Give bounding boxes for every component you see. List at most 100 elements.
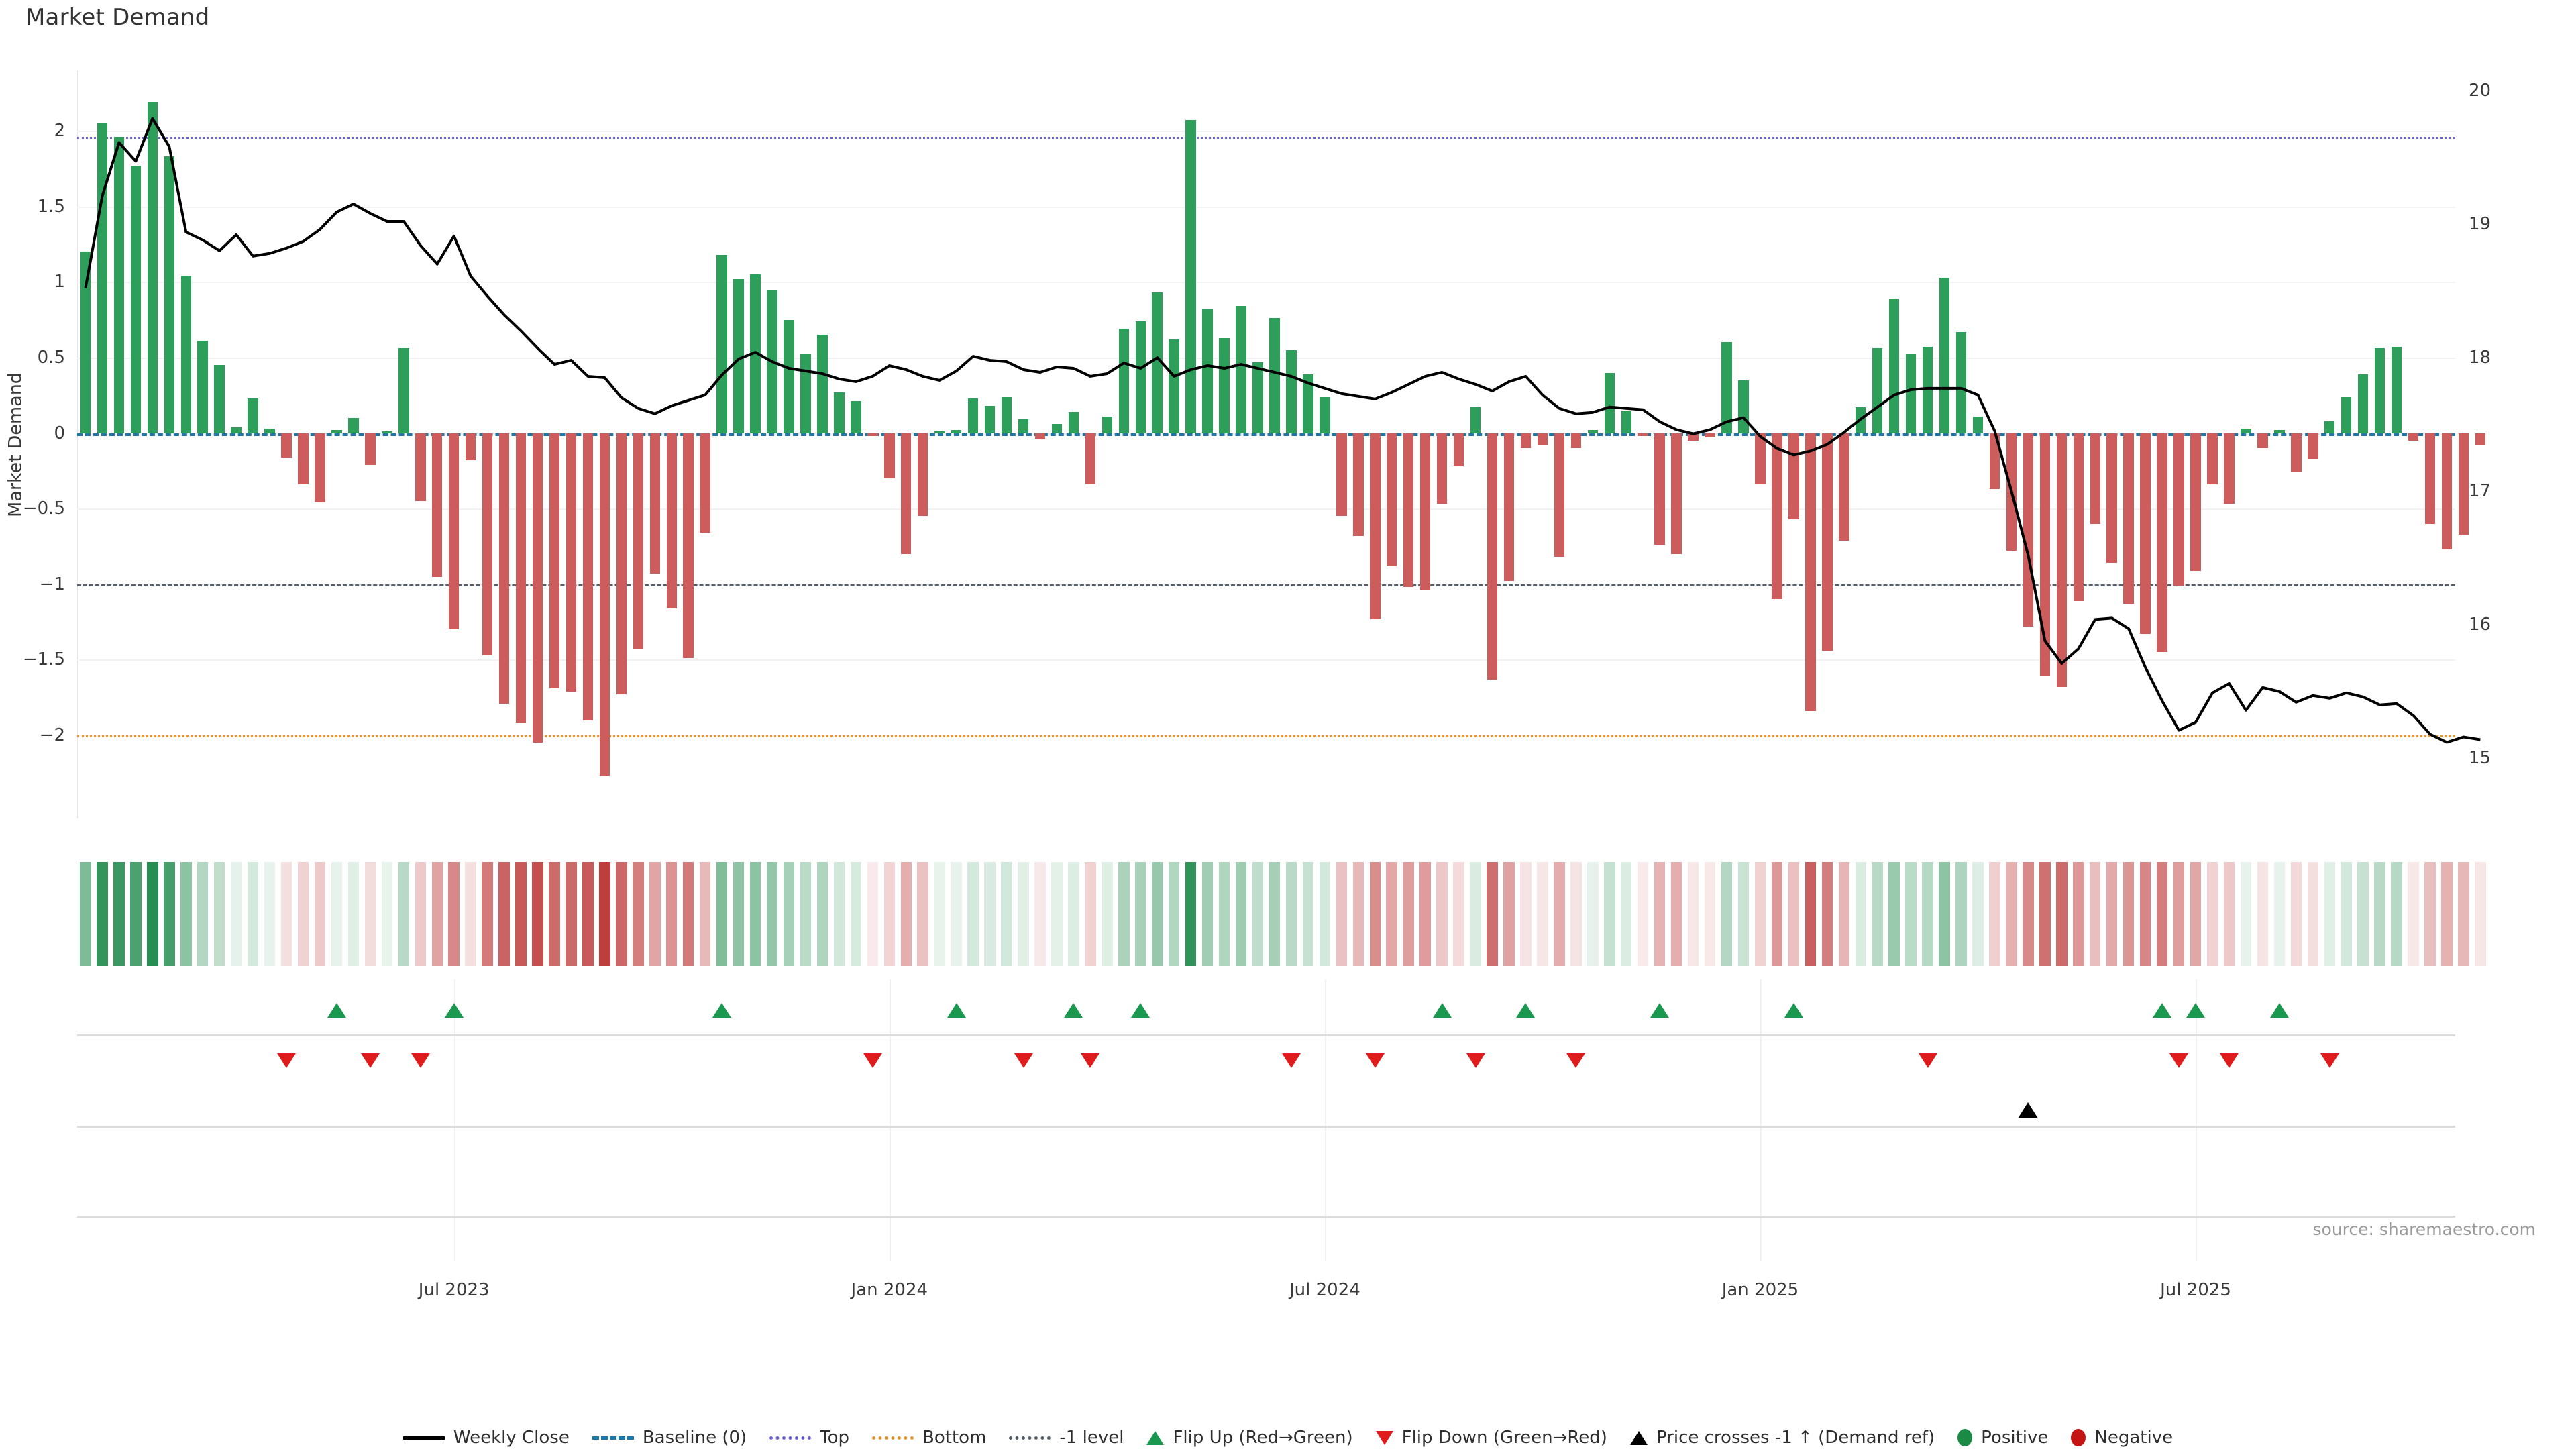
marker-panel-gridline [889,979,891,1261]
heatmap-cell [1805,862,1817,966]
demand-bar [2458,433,2469,535]
flip-up-marker [712,1003,732,1018]
heatmap-cell [699,862,711,966]
demand-bar [2174,433,2184,586]
heatmap-cell [398,862,410,966]
demand-bar [2357,374,2369,433]
demand-bar [130,165,142,433]
flip-down-marker [2169,1053,2189,1068]
demand-bar [1755,433,1766,485]
x-tick-label: Jul 2023 [418,1280,490,1300]
legend-item[interactable]: Flip Up (Red→Green) [1146,1428,1353,1448]
flip-down-marker [863,1053,882,1068]
demand-bar [1353,433,1364,536]
demand-bar [1587,430,1599,433]
legend-item[interactable]: Price crosses -1 ↑ (Demand ref) [1629,1428,1935,1448]
demand-bar [2441,433,2453,550]
demand-bar [1972,416,1984,433]
heatmap-cell [147,862,158,966]
demand-bar [1252,362,1263,433]
demand-bar [1419,433,1431,590]
legend-item[interactable]: -1 level [1009,1428,1124,1448]
demand-bar [1051,424,1063,433]
left-axis-spine [77,70,78,818]
left-tick-label: 2 [54,121,65,142]
demand-bar [1202,309,1213,433]
demand-bar [1955,331,1967,433]
heatmap-cell [2173,862,2185,966]
heatmap-cell [2240,862,2252,966]
dot-m1-icon [1009,1436,1051,1440]
price-cross-marker [2018,1102,2039,1118]
heatmap-cell [164,862,175,966]
right-tick-label: 17 [2469,481,2491,502]
heatmap-cell [2307,862,2319,966]
demand-bar [2190,433,2201,571]
heatmap-cell [1051,862,1063,966]
demand-bar [951,430,962,433]
heatmap-cell [1721,862,1733,966]
heatmap-cell [1201,862,1214,966]
demand-bar [113,137,125,433]
left-tick-label: 1 [54,272,65,292]
demand-bar [1503,433,1515,582]
heatmap-cell [1754,862,1766,966]
demand-bar [1286,350,1297,433]
left-tick-label: −0.5 [22,498,65,519]
heatmap-cell [1888,862,1900,966]
demand-bar [2207,433,2218,485]
heatmap-cell [264,862,276,966]
demand-bar [1236,306,1246,433]
demand-bar [1822,433,1833,651]
demand-bar [465,433,476,461]
demand-bar [2391,347,2402,433]
legend-item[interactable]: Weekly Close [402,1428,570,1448]
dot-bottom-icon [872,1436,914,1440]
right-tick-label: 16 [2469,614,2491,635]
heatmap-cell [515,862,527,966]
demand-bar [2408,433,2419,441]
legend-item[interactable]: Bottom [872,1428,986,1448]
demand-bar [1487,433,1498,680]
legend-item[interactable]: Flip Down (Green→Red) [1375,1428,1607,1448]
demand-bar [2123,433,2134,604]
demand-bar [549,433,560,689]
demand-bar [1370,433,1381,619]
flip-up-marker [1131,1003,1150,1018]
flip-up-marker [947,1003,966,1018]
demand-bar [1152,292,1163,433]
heatmap-cell [130,862,142,966]
legend-item[interactable]: Top [769,1428,849,1448]
heatmap-cell [415,862,426,966]
legend-item[interactable]: Baseline (0) [592,1428,747,1448]
demand-bar [616,433,627,695]
heatmap-cell [197,862,209,966]
circ-pos-icon [1957,1429,1973,1446]
heatmap-cell [2290,862,2302,966]
demand-bar [2308,433,2318,459]
demand-bar [348,418,359,433]
heatmap-cell [431,862,443,966]
demand-bar [1520,433,1532,449]
flip-row-rule [77,1034,2455,1036]
demand-bar [1320,396,1330,433]
demand-bar [1102,416,1113,433]
demand-bar [784,319,794,433]
demand-bar [2475,433,2486,445]
heatmap-cell [1302,862,1314,966]
demand-bar [800,354,811,433]
heatmap-cell [1637,862,1649,966]
demand-bar [1888,299,1900,433]
legend-label: Flip Down (Green→Red) [1401,1428,1607,1448]
heatmap-cell [1487,862,1498,966]
flip-down-marker [1918,1053,1937,1068]
legend-label: Flip Up (Red→Green) [1173,1428,1353,1448]
heatmap-cell [347,862,360,966]
flip-up-marker [1432,1003,1452,1018]
heatmap-cell [716,862,728,966]
demand-bar [1922,347,1933,433]
legend-item[interactable]: Negative [2071,1428,2173,1448]
legend-item[interactable]: Positive [1957,1428,2048,1448]
right-tick-label: 18 [2469,347,2491,368]
